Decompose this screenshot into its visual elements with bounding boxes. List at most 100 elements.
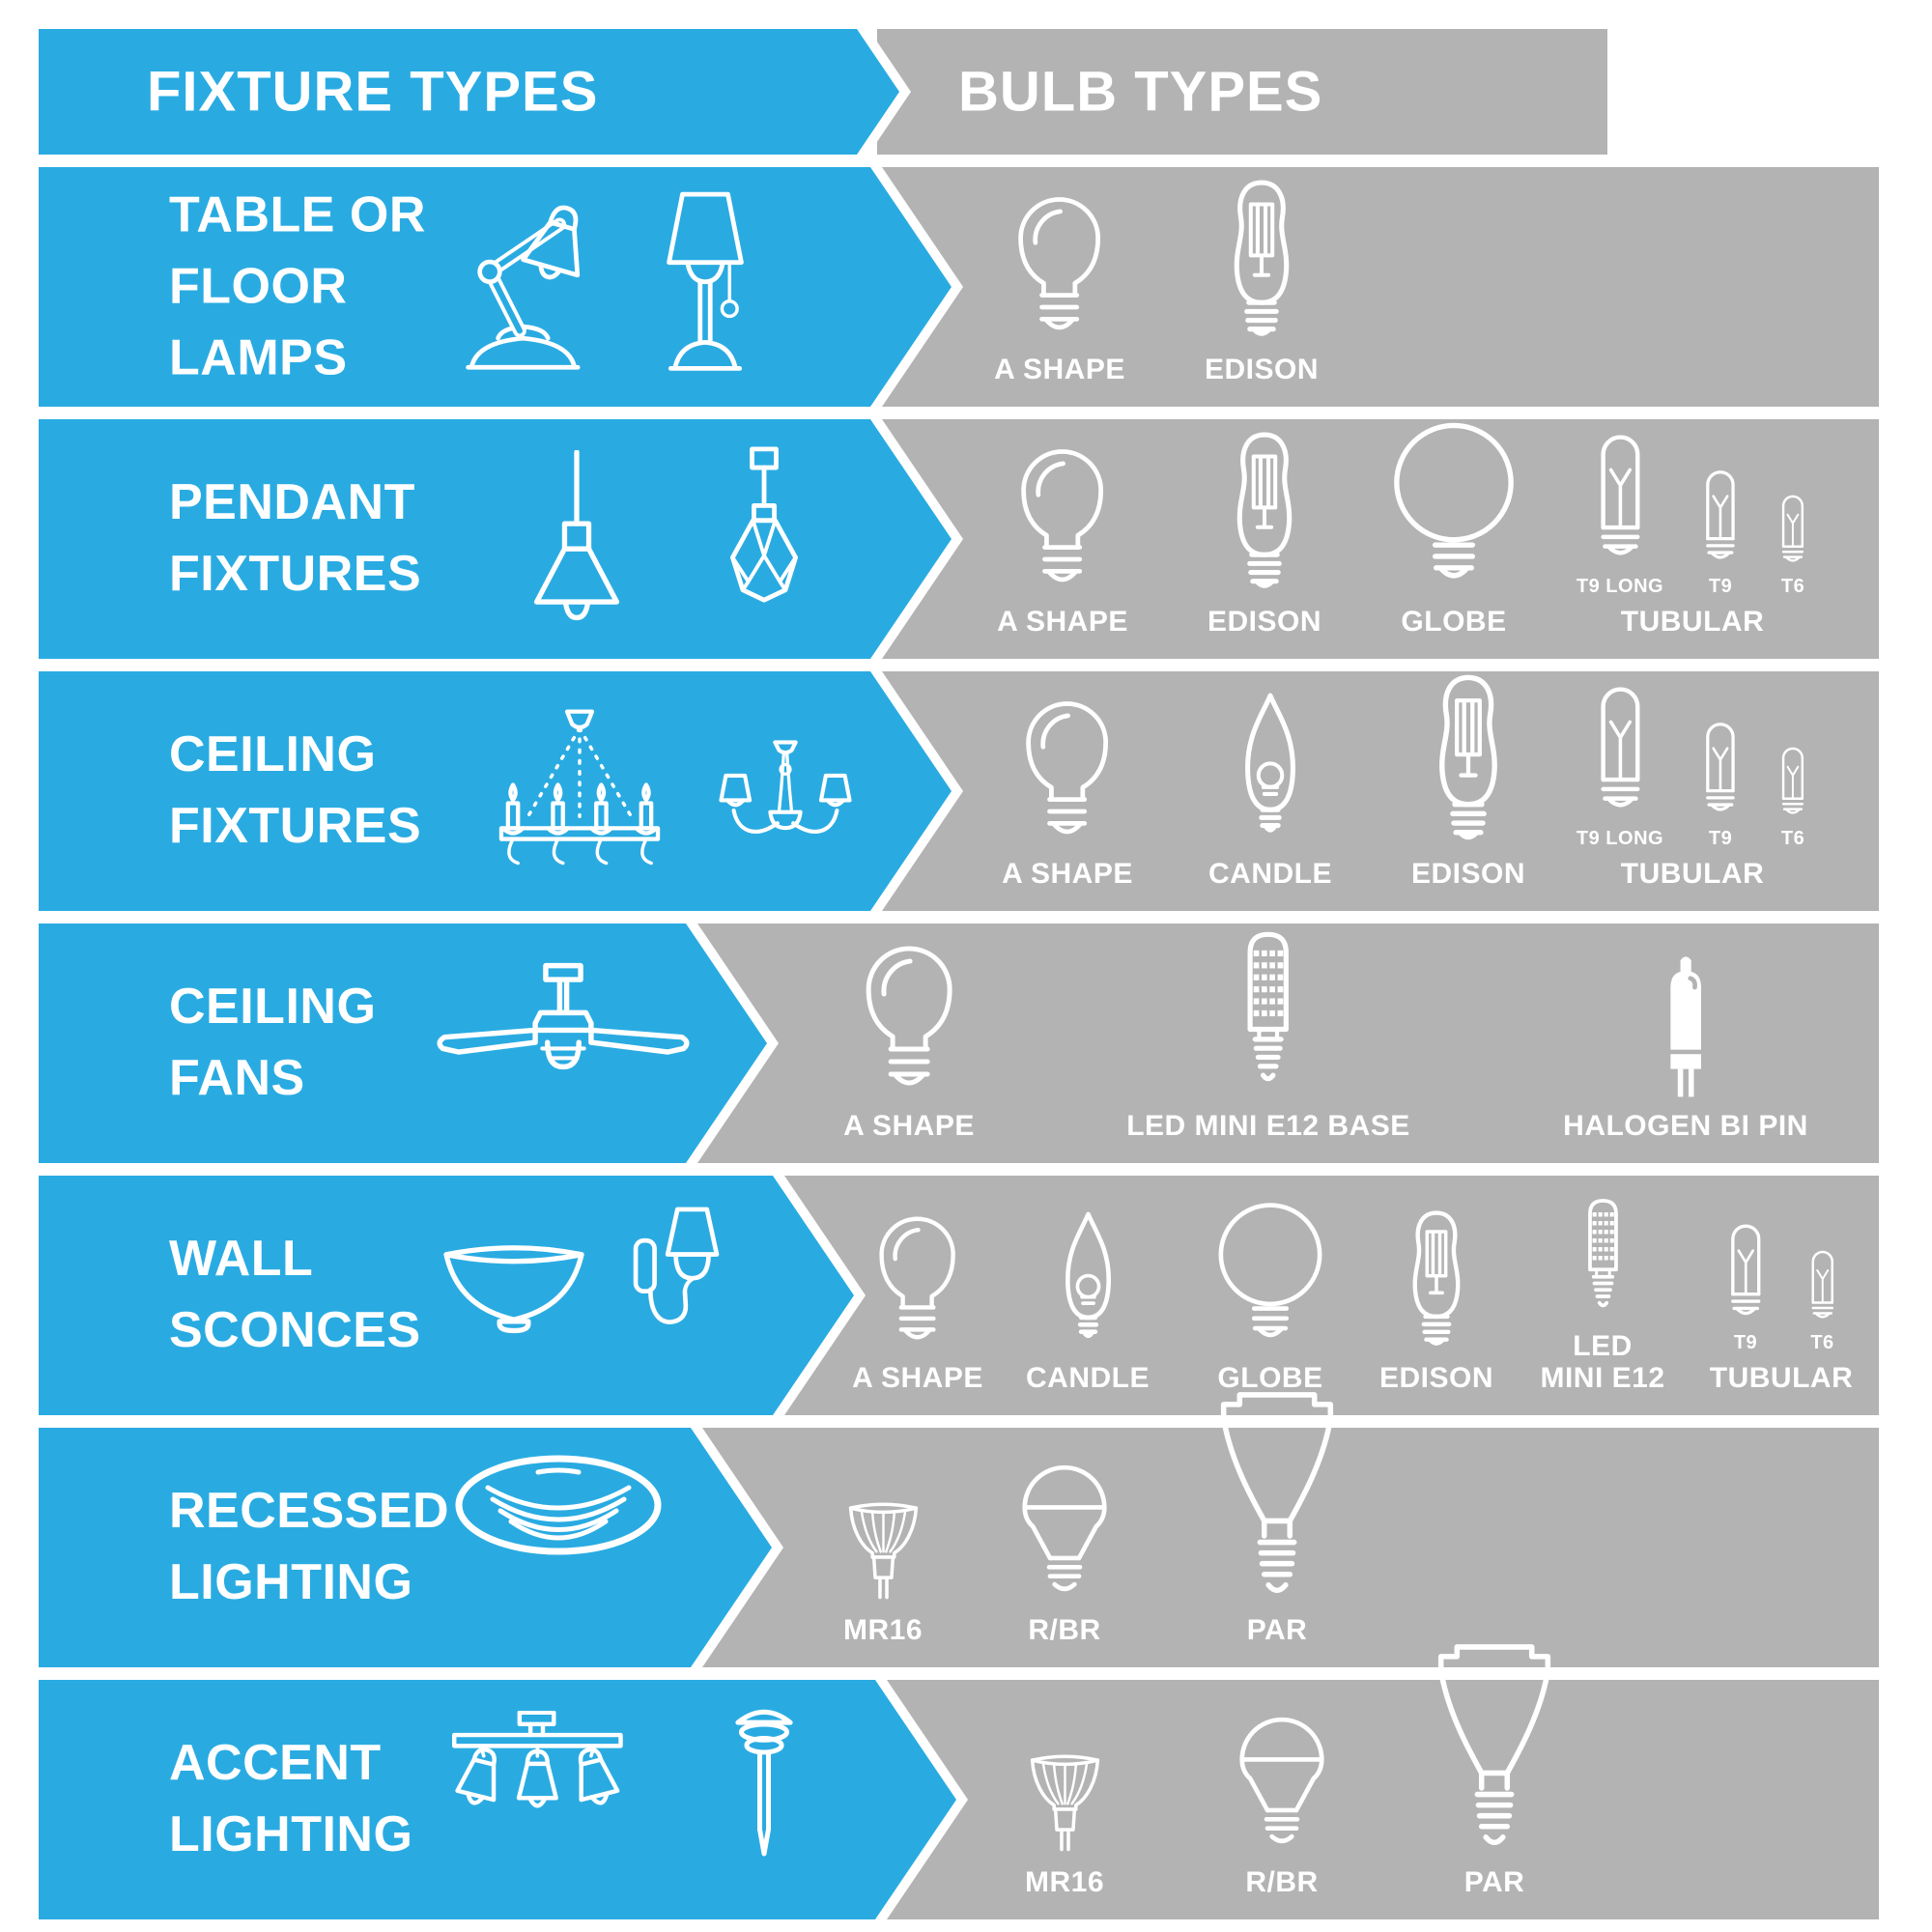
candle-icon — [1048, 1209, 1128, 1354]
chandelier-shades-icon — [708, 739, 864, 869]
bulb-globe: GLOBE — [1386, 419, 1521, 638]
fixture-arrow — [39, 923, 767, 1163]
fixture-arrow — [39, 1176, 854, 1415]
a-shape-icon — [871, 1209, 965, 1354]
row-ceiling-fixtures: CEILING FIXTURES A SHAPE CANDLE EDISON T9 LO… — [0, 671, 1932, 911]
bulb-label: HALOGEN BI PIN — [1563, 1110, 1808, 1142]
bulb-halogen-bi-pin: HALOGEN BI PIN — [1563, 950, 1808, 1142]
bulb-size-label: T6 — [1780, 576, 1805, 597]
bulb-a-shape: A SHAPE — [997, 441, 1128, 638]
fixture-types-title: FIXTURE TYPES — [147, 60, 599, 124]
bulb-size-label: T9 — [1708, 576, 1733, 597]
row-ceiling-fans: CEILING FANS A SHAPE LED MINI E12 BASE HALO… — [0, 923, 1932, 1163]
bulb-a-shape: A SHAPE — [994, 189, 1125, 385]
tubular-icon — [1806, 1244, 1837, 1326]
bulb-label: EDISON — [1207, 606, 1322, 638]
globe-icon — [1212, 1200, 1329, 1354]
row-recessed-lighting: RECESSED LIGHTING MR16 R/BR PAR — [0, 1392, 1932, 1667]
bulb-tubular: T9 LONG T9 T6 TUBULAR — [1577, 675, 1808, 890]
bulb-par: PAR — [1207, 1386, 1348, 1646]
a-shape-icon — [1012, 441, 1114, 598]
bulb-label: TUBULAR — [1620, 606, 1765, 638]
fixture-label: WALL SCONCES — [169, 1231, 421, 1358]
bulb-size-label: T6 — [1810, 1332, 1834, 1353]
bulb-panel — [769, 1176, 1879, 1415]
par-icon — [1424, 1638, 1565, 1859]
bulb-label: MR16 — [1024, 1866, 1105, 1898]
bulb-label: A SHAPE — [843, 1110, 975, 1142]
bulb-mr16: MR16 — [843, 1498, 923, 1646]
bulb-panel — [874, 167, 1879, 407]
globe-icon — [1386, 419, 1521, 598]
bulb-label: PAR — [1463, 1866, 1525, 1898]
bulb-label: TUBULAR — [1709, 1362, 1854, 1394]
led-mini-icon — [1229, 926, 1309, 1102]
table-lamp-icon — [657, 187, 754, 385]
bulb-types-header-panel — [877, 29, 1607, 155]
tubular-icon — [1700, 462, 1741, 570]
bulb-label: PAR — [1246, 1614, 1308, 1646]
bulb-edison: EDISON — [1208, 429, 1321, 638]
tubular-icon — [1777, 489, 1808, 570]
bulb-label: TUBULAR — [1620, 858, 1765, 890]
tubular-icon — [1592, 675, 1647, 822]
bulb-tubular: T9 T6 TUBULAR — [1710, 1215, 1853, 1394]
bulb-r-br: R/BR — [1232, 1702, 1333, 1898]
sconce-shade-icon — [631, 1203, 727, 1355]
fixture-label: CEILING FIXTURES — [169, 726, 422, 854]
bulb-globe: GLOBE — [1212, 1200, 1329, 1394]
bulb-panel — [692, 1428, 1879, 1667]
fixture-arrow — [39, 419, 952, 659]
edison-icon — [1394, 1208, 1479, 1354]
led-mini-icon — [1574, 1195, 1632, 1322]
bulb-label: CANDLE — [1208, 858, 1332, 890]
bulb-label: A SHAPE — [852, 1362, 983, 1394]
fixture-arrow — [39, 671, 952, 911]
bulb-label: GLOBE — [1217, 1362, 1323, 1394]
fixture-label: CEILING FANS — [169, 979, 377, 1106]
bulb-size-label: T9 LONG — [1576, 828, 1664, 849]
tubular-icon — [1724, 1215, 1766, 1326]
r-br-icon — [1232, 1702, 1333, 1859]
bulb-label: R/BR — [1028, 1614, 1101, 1646]
pendant-cone-icon — [521, 449, 633, 629]
fixture-arrow — [39, 1428, 772, 1667]
bulb-label: CANDLE — [1026, 1362, 1150, 1394]
tubular-icon — [1777, 741, 1808, 822]
tubular-icon — [1592, 423, 1647, 570]
header-arrow — [39, 29, 899, 155]
bulb-label: GLOBE — [1401, 606, 1507, 638]
bulb-label: LED MINI E12 — [1540, 1330, 1665, 1394]
bulb-label: MR16 — [842, 1614, 923, 1646]
r-br-icon — [1014, 1450, 1116, 1606]
bulb-edison: EDISON — [1411, 671, 1525, 890]
a-shape-icon — [856, 938, 962, 1102]
path-light-icon — [723, 1696, 807, 1862]
bulb-candle: CANDLE — [1026, 1209, 1150, 1394]
bulb-par: PAR — [1424, 1638, 1565, 1898]
mr16-icon — [845, 1498, 922, 1606]
candle-icon — [1226, 691, 1315, 850]
edison-icon — [1215, 429, 1314, 598]
bulb-size-label: T9 — [1733, 1332, 1758, 1353]
row-table-or-floor-lamps: TABLE OR FLOOR LAMPS A SHAPE EDISON — [0, 167, 1932, 407]
bulb-a-shape: A SHAPE — [1002, 694, 1133, 890]
bulb-a-shape: A SHAPE — [843, 938, 975, 1142]
a-shape-icon — [1017, 694, 1119, 850]
row-accent-lighting: ACCENT LIGHTING MR16 R/BR PAR — [0, 1644, 1932, 1919]
bulb-a-shape: A SHAPE — [852, 1209, 983, 1394]
edison-icon — [1212, 177, 1311, 346]
a-shape-icon — [1009, 189, 1111, 346]
bulb-label: A SHAPE — [994, 354, 1125, 385]
fixture-label: ACCENT LIGHTING — [169, 1735, 413, 1862]
fixture-arrow — [39, 1680, 956, 1919]
bulb-size-label: T6 — [1780, 828, 1805, 849]
bulb-types-title: BULB TYPES — [958, 60, 1323, 124]
bulb-candle: CANDLE — [1208, 691, 1332, 890]
row-pendant-fixtures: PENDANT FIXTURES A SHAPE EDISON GLOBE T9 LON… — [0, 419, 1932, 659]
row-wall-sconces: WALL SCONCES A SHAPE CANDLE GLOBE EDISON LED … — [0, 1176, 1932, 1415]
chandelier-icon — [483, 708, 676, 880]
bulb-r-br: R/BR — [1014, 1450, 1116, 1646]
bulb-led-mini-e12: LED MINI E12 — [1540, 1195, 1664, 1394]
header-row: FIXTURE TYPES BULB TYPES — [0, 29, 1932, 155]
